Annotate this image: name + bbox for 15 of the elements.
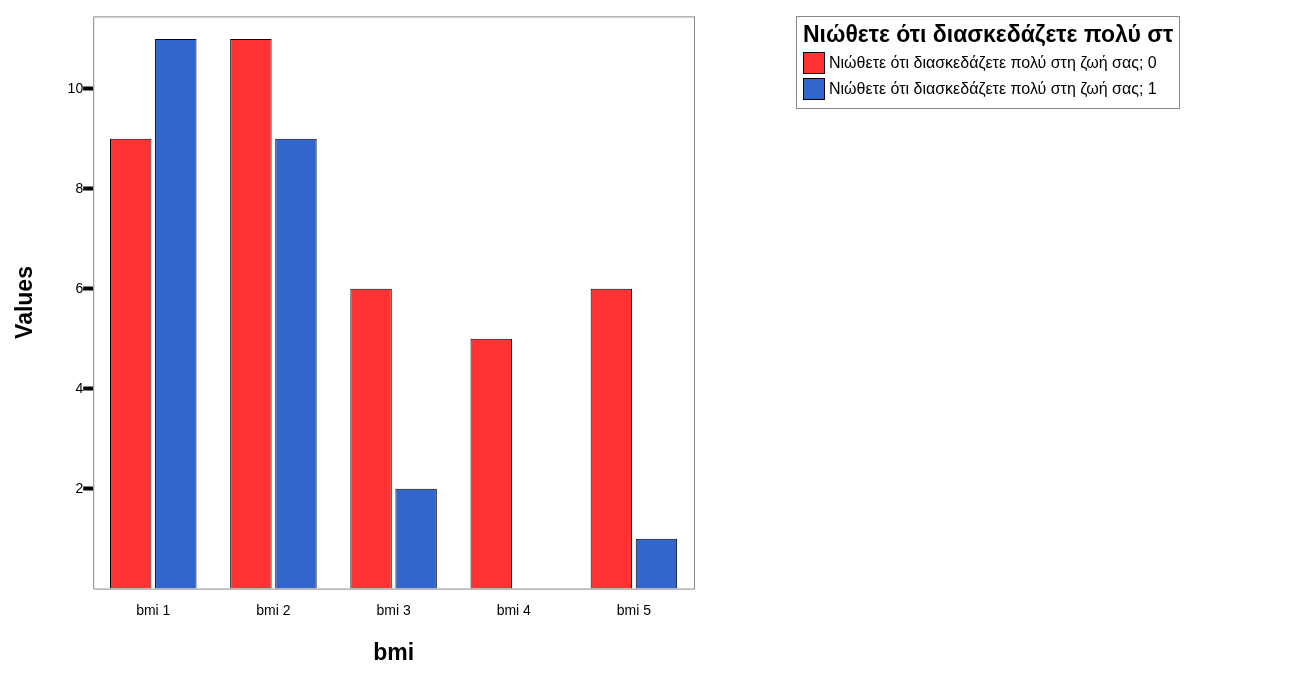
legend-label: Νιώθετε ότι διασκεδάζετε πολύ στη ζωή σας; 0 [829,54,1157,72]
legend-title: Νιώθετε ότι διασκεδάζετε πολύ στ [803,21,1174,48]
y-axis-title: Values [11,266,38,339]
y-tick-label: 4 [75,379,84,396]
x-tick-label: bmi 1 [136,601,171,618]
legend-label: Νιώθετε ότι διασκεδάζετε πολύ στη ζωή σας; 1 [829,80,1157,98]
x-tick-label: bmi 3 [376,601,411,618]
y-tick-label: 10 [67,79,84,96]
x-tick-label: bmi 2 [256,601,291,618]
y-tick-label: 8 [75,179,84,196]
y-tick-label: 6 [75,279,84,296]
x-tick-label: bmi 5 [616,601,652,618]
x-axis-title: bmi [373,638,415,665]
y-tick-label: 2 [75,479,84,496]
x-tick-label: bmi 4 [496,601,532,618]
